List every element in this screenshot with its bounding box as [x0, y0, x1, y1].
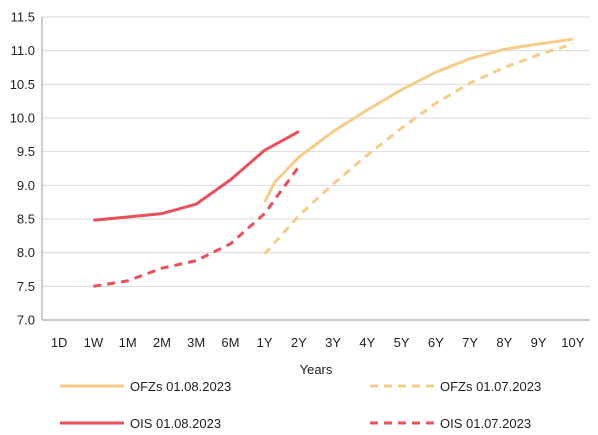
x-tick-label: 2Y	[291, 335, 307, 350]
x-tick-label: 6M	[221, 335, 239, 350]
x-tick-label: 10Y	[561, 335, 584, 350]
legend-label: OIS 01.07.2023	[440, 416, 531, 431]
x-tick-label: 1M	[119, 335, 137, 350]
x-tick-label: 4Y	[359, 335, 375, 350]
y-tick-label: 9.5	[17, 144, 35, 159]
y-axis: 7.0 7.5 8.0 8.5 9.0 9.5 10.0 10.5 11.0 11.5	[10, 10, 35, 328]
x-tick-label: 1D	[51, 335, 68, 350]
x-tick-label: 8Y	[496, 335, 512, 350]
legend: OFZs 01.08.2023 OFZs 01.07.2023 OIS 01.08.…	[60, 379, 541, 431]
x-tick-label: 3Y	[325, 335, 341, 350]
x-tick-label: 2M	[153, 335, 171, 350]
legend-label: OIS 01.08.2023	[130, 416, 221, 431]
x-tick-label: 3M	[187, 335, 205, 350]
legend-label: OFZs 01.07.2023	[440, 379, 541, 394]
series-line	[263, 37, 574, 203]
y-tick-label: 10.0	[10, 111, 35, 126]
y-tick-label: 9.0	[17, 178, 35, 193]
series-lines	[93, 37, 574, 288]
series-line	[263, 42, 574, 255]
x-tick-label: 1W	[84, 335, 104, 350]
y-tick-label: 7.0	[17, 313, 35, 328]
x-tick-label: 9Y	[531, 335, 547, 350]
x-axis: 1D 1W 1M 2M 3M 6M 1Y 2Y 3Y 4Y 5Y 6Y 7Y 8Y 9Y 10Y	[51, 335, 585, 350]
x-tick-label: 1Y	[257, 335, 273, 350]
series-line	[93, 165, 301, 288]
x-tick-label: 7Y	[462, 335, 478, 350]
legend-label: OFZs 01.08.2023	[130, 379, 231, 394]
y-tick-label: 8.0	[17, 245, 35, 260]
y-tick-label: 11.5	[11, 10, 35, 25]
x-tick-label: 5Y	[394, 335, 410, 350]
y-tick-label: 8.5	[17, 212, 35, 227]
series-line	[93, 130, 300, 222]
x-axis-label: Years	[300, 362, 333, 377]
grid-lines	[41, 16, 590, 321]
y-tick-label: 7.5	[17, 279, 35, 294]
y-tick-label: 10.5	[10, 77, 35, 92]
y-tick-label: 11.0	[11, 43, 35, 58]
x-tick-label: 6Y	[428, 335, 444, 350]
